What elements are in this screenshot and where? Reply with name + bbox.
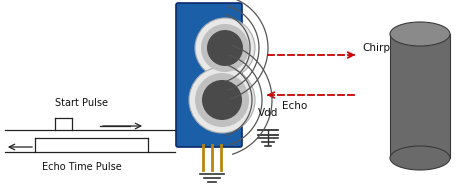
Circle shape <box>189 67 255 133</box>
Circle shape <box>195 73 249 127</box>
FancyBboxPatch shape <box>176 3 242 147</box>
Circle shape <box>202 80 242 120</box>
Circle shape <box>195 18 255 78</box>
Text: Echo: Echo <box>282 101 307 111</box>
Text: Echo Time Pulse: Echo Time Pulse <box>42 162 122 172</box>
Ellipse shape <box>390 146 450 170</box>
Text: Start Pulse: Start Pulse <box>55 98 109 108</box>
Circle shape <box>207 30 243 66</box>
Ellipse shape <box>390 22 450 46</box>
Circle shape <box>201 24 249 72</box>
FancyBboxPatch shape <box>390 34 450 158</box>
Text: Vdd: Vdd <box>258 108 278 118</box>
Text: Chirp: Chirp <box>362 43 390 53</box>
